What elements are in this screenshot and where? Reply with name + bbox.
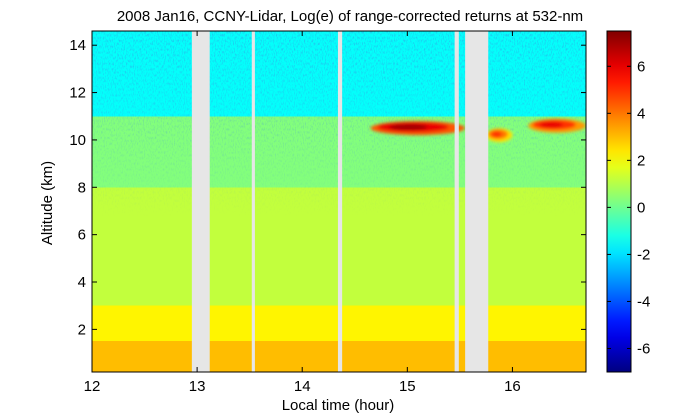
colorbar-tick-label: 2 (637, 152, 645, 169)
colorbar: -6 -4 -2 0 2 4 6 (606, 30, 650, 373)
cloud-feature-2 (528, 118, 586, 133)
y-axis-label: Altitude (km) (39, 161, 56, 245)
colorbar-tick-label: 6 (637, 58, 645, 75)
y-tick-label: 8 (78, 179, 86, 196)
heatmap-plot-area (91, 30, 587, 373)
y-axis: 2 4 6 8 10 12 14 (69, 37, 586, 338)
y-tick-label: 2 (78, 321, 86, 338)
colorbar-tick-label: -2 (637, 246, 650, 263)
x-tick-label: 13 (189, 378, 206, 395)
plot-frame (91, 30, 587, 373)
x-axis-label: Local time (hour) (282, 397, 395, 414)
y-tick-label: 10 (69, 132, 86, 149)
colorbar-tick-label: 4 (637, 105, 645, 122)
chart-title: 2008 Jan16, CCNY-Lidar, Log(e) of range-… (117, 8, 583, 25)
x-axis: 12 13 14 15 16 (84, 31, 521, 395)
heatmap-field (92, 31, 586, 372)
data-gap-2 (337, 31, 343, 372)
y-tick-label: 12 (69, 85, 86, 102)
data-gap-3 (454, 31, 459, 372)
x-tick-label: 12 (84, 378, 101, 395)
data-gap-4 (465, 31, 489, 372)
data-gap-0 (191, 31, 210, 372)
y-tick-label: 14 (69, 37, 86, 54)
y-tick-label: 4 (78, 274, 86, 291)
data-gap-1 (251, 31, 255, 372)
x-tick-label: 15 (399, 378, 416, 395)
colorbar-gradient (606, 30, 632, 373)
x-tick-label: 16 (504, 378, 521, 395)
x-tick-label: 14 (294, 378, 311, 395)
cloud-feature-1 (486, 128, 513, 143)
colorbar-tick-label: -6 (637, 340, 650, 357)
y-tick-label: 6 (78, 227, 86, 244)
colorbar-tick-label: -4 (637, 293, 650, 310)
colorbar-tick-label: 0 (637, 199, 645, 216)
cloud-feature-0 (370, 121, 466, 136)
